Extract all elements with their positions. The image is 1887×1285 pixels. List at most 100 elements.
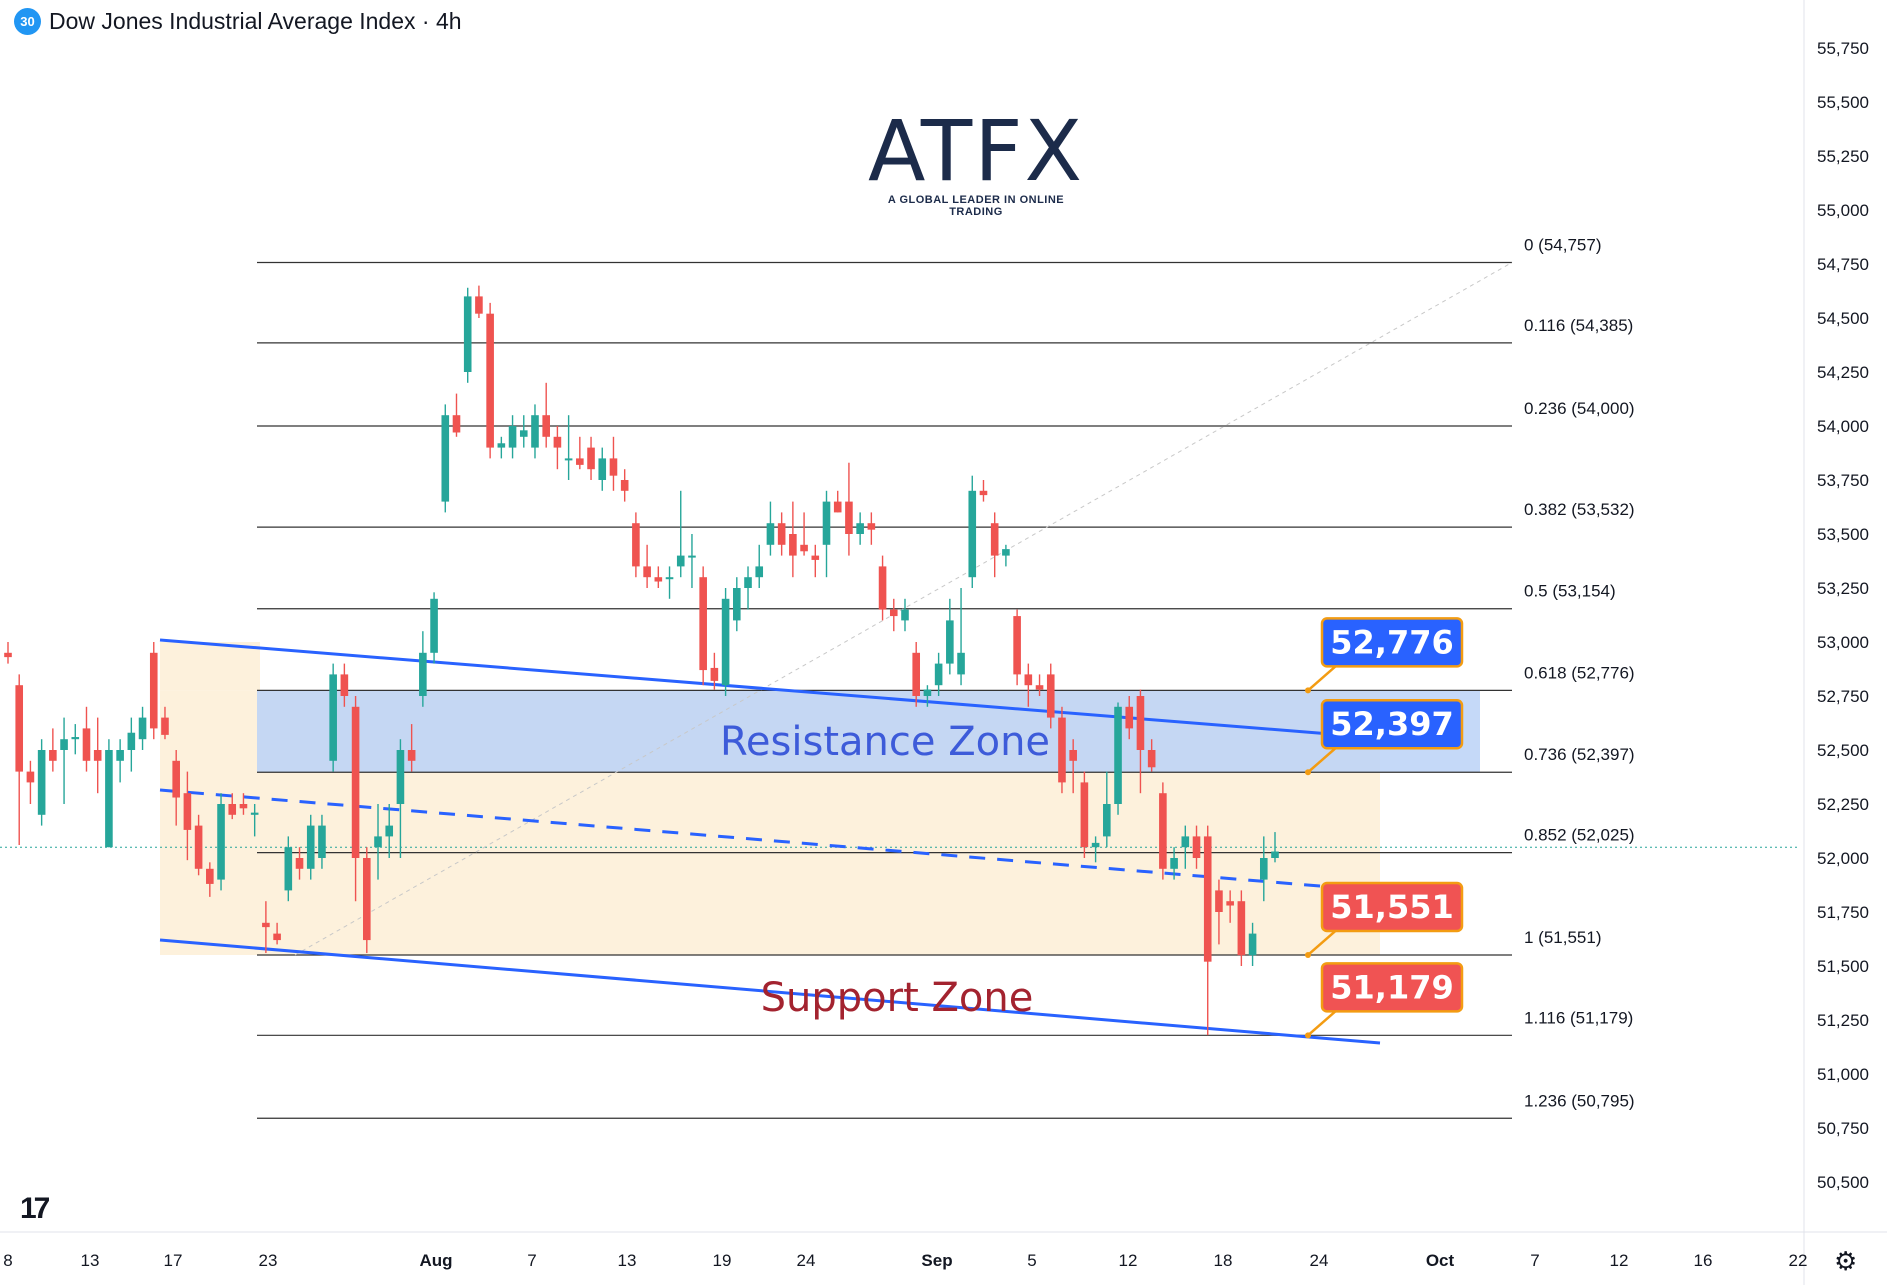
logo-tagline: A GLOBAL LEADER IN ONLINE TRADING [887, 194, 1065, 218]
candle-body [800, 544, 808, 552]
candle-body [430, 598, 438, 653]
candle-body [351, 706, 360, 858]
candle-body [576, 458, 584, 465]
candle-body [632, 523, 640, 567]
candle-body [318, 825, 326, 858]
time-tick-label: 12 [1610, 1251, 1629, 1270]
candle-body [396, 750, 405, 804]
candle-body [1248, 933, 1257, 956]
time-axis[interactable]: 8 13 17 23 Aug 7 13 19 24 Sep 5 12 18 24 Oct 7 12 16 22 [0, 1231, 1887, 1270]
candle-body [161, 717, 169, 735]
candle-body [183, 793, 192, 830]
candle-body [1159, 793, 1167, 869]
tradingview-logo[interactable]: 17 [20, 1192, 50, 1225]
candle-body [284, 847, 293, 891]
candle-body [811, 555, 820, 560]
price-tick-label: 51,750 [1817, 903, 1869, 922]
candle-body [407, 750, 416, 761]
candle-body [822, 501, 831, 545]
gear-icon[interactable]: ⚙ [1834, 1246, 1858, 1276]
candle-body [867, 523, 876, 530]
callout-anchor [1305, 687, 1311, 694]
candle-body [665, 577, 674, 580]
candle-body [643, 566, 651, 578]
price-callouts: 52,776 52,397 51,551 51,179 [1305, 617, 1464, 1039]
time-tick-label: 13 [81, 1251, 100, 1270]
callout-text: 51,179 [1330, 968, 1453, 1006]
candle-body [138, 717, 147, 740]
candle-body [172, 760, 180, 798]
candle-body [553, 436, 562, 448]
fib-label: 1.236 (50,795) [1524, 1091, 1635, 1110]
fib-label: 0.618 (52,776) [1524, 663, 1635, 682]
candle-body [1192, 836, 1201, 858]
candle-body [1170, 858, 1178, 869]
mid-trendline [159, 788, 1381, 893]
time-tick-label: 23 [259, 1251, 278, 1270]
price-tick-label: 53,500 [1817, 525, 1869, 544]
time-tick-label: 16 [1694, 1251, 1713, 1270]
zone-labels: Resistance Zone Support Zone [720, 719, 1050, 1021]
price-tick-label: 55,750 [1817, 39, 1869, 58]
lower-trendline [159, 938, 1381, 1045]
candle-body [934, 663, 943, 686]
callout-anchor [1305, 769, 1311, 776]
candle-body [542, 415, 550, 437]
price-tick-label: 52,000 [1817, 849, 1869, 868]
candle-body [721, 598, 730, 686]
upper-trendline [159, 638, 1381, 740]
candle-body [262, 922, 270, 928]
candle-body [1035, 685, 1044, 690]
candle-body [419, 652, 427, 696]
price-tick-label: 50,750 [1817, 1119, 1869, 1138]
candle-body [149, 652, 158, 729]
candle-body [878, 566, 887, 610]
candle-body [676, 555, 685, 567]
fib-label: 0.852 (52,025) [1524, 826, 1635, 845]
candle-body [127, 732, 136, 750]
candle-body [688, 555, 696, 558]
fib-label: 0.5 (53,154) [1524, 582, 1616, 601]
candle-body [789, 534, 797, 556]
time-tick-label: 24 [1310, 1251, 1329, 1270]
candle-body [1002, 549, 1010, 556]
chart-header: 30 Dow Jones Industrial Average Index · … [14, 8, 462, 35]
price-tick-label: 55,250 [1817, 147, 1869, 166]
price-tick-label: 53,750 [1817, 471, 1869, 490]
candle-body [497, 443, 506, 448]
callout-text: 52,776 [1330, 623, 1453, 661]
range-fill-left [160, 642, 260, 691]
candle-body [37, 750, 46, 815]
time-tick-label: 5 [1027, 1251, 1036, 1270]
logo-wordmark: ATFX [867, 102, 1085, 200]
candle-body [777, 523, 786, 545]
candle-body [1080, 782, 1089, 848]
candle-body [49, 750, 57, 761]
candle-body [295, 858, 304, 869]
time-tick-label: 13 [618, 1251, 637, 1270]
candle-body [654, 577, 663, 582]
candle-body [620, 480, 629, 491]
candle-body [105, 750, 113, 848]
candle-body [1136, 696, 1145, 750]
callout-anchor [1305, 951, 1311, 958]
time-tick-label: 17 [164, 1251, 183, 1270]
time-tick-label: Sep [921, 1251, 952, 1270]
candle-body [845, 501, 853, 534]
support-zone-label: Support Zone [761, 975, 1034, 1021]
fib-levels: 0 (54,757) 0.116 (54,385) 0.236 (54,000) 0.… [0, 235, 1800, 1119]
fib-label: 0.736 (52,397) [1524, 745, 1635, 764]
candle-body [1091, 842, 1100, 848]
candle-body [362, 858, 371, 941]
symbol-title[interactable]: Dow Jones Industrial Average Index · 4h [49, 8, 462, 34]
candle-body [946, 620, 954, 664]
price-axis[interactable]: 55,750 55,500 55,250 55,000 54,750 54,500 54,2… [1803, 0, 1869, 1285]
price-tick-label: 51,500 [1817, 957, 1869, 976]
price-tick-label: 51,000 [1817, 1065, 1869, 1084]
callout-box [1320, 962, 1464, 1013]
candle-body [1237, 901, 1246, 956]
fib-diagonal [294, 262, 1513, 956]
candle-body [755, 566, 764, 578]
candle-body [82, 728, 91, 761]
